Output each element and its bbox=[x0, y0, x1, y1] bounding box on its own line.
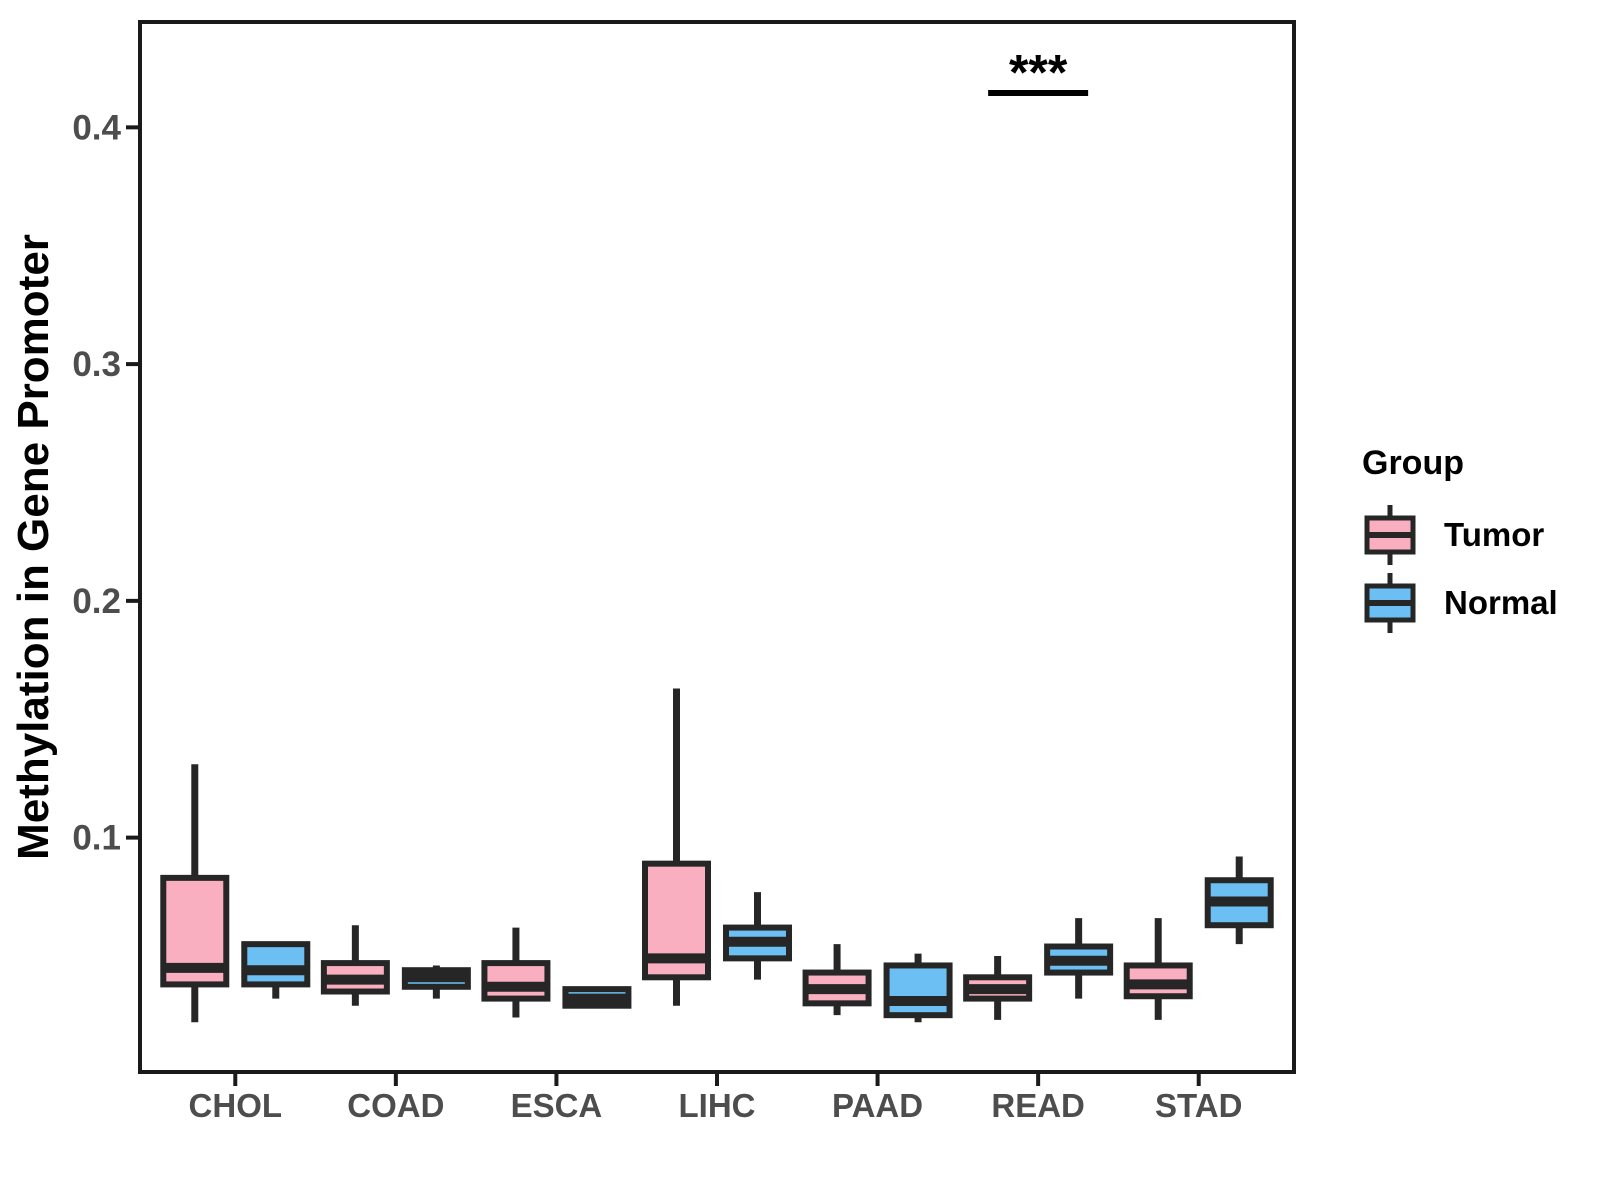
y-tick-label: 0.3 bbox=[72, 345, 121, 384]
legend-item-tumor-label: Tumor bbox=[1444, 516, 1545, 553]
legend-title: Group bbox=[1362, 444, 1464, 482]
x-tick-label: LIHC bbox=[679, 1087, 756, 1124]
legend-item-normal-label: Normal bbox=[1444, 584, 1558, 621]
y-tick-label: 0.2 bbox=[72, 582, 121, 621]
x-tick-label: CHOL bbox=[189, 1087, 283, 1124]
y-tick-label: 0.4 bbox=[72, 108, 121, 147]
normal-boxplot-key-icon bbox=[1364, 573, 1416, 633]
box-Normal-CHOL bbox=[241, 941, 311, 988]
x-tick-label: COAD bbox=[347, 1087, 444, 1124]
x-tick-label: STAD bbox=[1155, 1087, 1242, 1124]
legend-item-tumor: Tumor bbox=[1362, 501, 1558, 569]
panel-border bbox=[138, 20, 1296, 1074]
significance-label: *** bbox=[1009, 44, 1068, 100]
x-tick-label: ESCA bbox=[511, 1087, 603, 1124]
box-Tumor-ESCA bbox=[481, 960, 551, 1002]
legend-item-normal: Normal bbox=[1362, 569, 1558, 637]
x-tick-label: READ bbox=[991, 1087, 1085, 1124]
box-Normal-PAAD bbox=[883, 962, 953, 1019]
x-tick-label: PAAD bbox=[832, 1087, 923, 1124]
legend: Group Tumor Normal bbox=[1362, 444, 1558, 637]
y-axis-title: Methylation in Gene Promoter bbox=[9, 234, 58, 860]
tumor-boxplot-key-icon bbox=[1364, 505, 1416, 565]
y-tick-label: 0.1 bbox=[72, 819, 121, 858]
